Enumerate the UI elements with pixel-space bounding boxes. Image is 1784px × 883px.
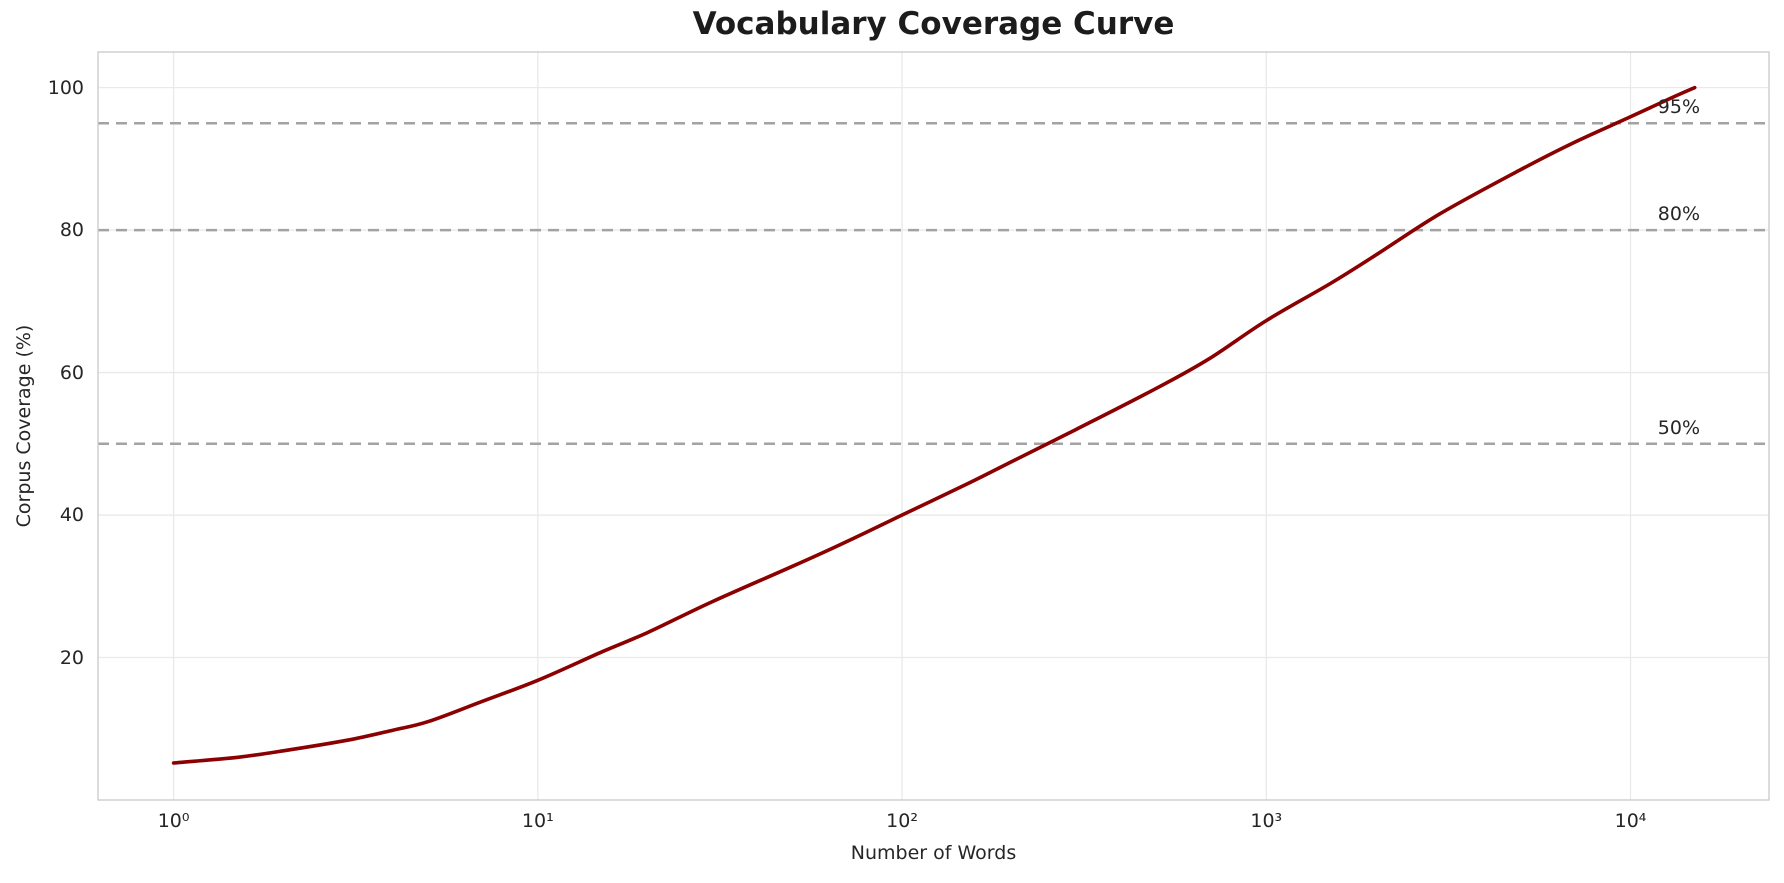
x-tick-label: 10²	[886, 810, 918, 832]
y-tick-label: 100	[47, 76, 84, 99]
y-tick-label: 40	[59, 504, 84, 527]
reference-line-label: 50%	[1657, 416, 1700, 439]
y-axis-label: Corpus Coverage (%)	[13, 324, 35, 528]
plot-border	[97, 51, 1770, 801]
coverage-curve	[171, 85, 1697, 765]
y-tick-label: 60	[59, 361, 84, 384]
reference-line-label: 80%	[1657, 203, 1700, 226]
x-tick-label: 10⁰	[157, 810, 190, 832]
y-tick-label: 80	[59, 219, 84, 242]
chart-title: Vocabulary Coverage Curve	[692, 6, 1175, 42]
y-tick-label: 20	[59, 646, 84, 669]
x-tick-label: 10³	[1250, 810, 1283, 832]
x-tick-label: 10¹	[521, 810, 554, 832]
reference-line-label: 95%	[1657, 96, 1700, 119]
x-axis-label: Number of Words	[850, 842, 1017, 864]
x-tick-label: 10⁴	[1614, 810, 1647, 832]
